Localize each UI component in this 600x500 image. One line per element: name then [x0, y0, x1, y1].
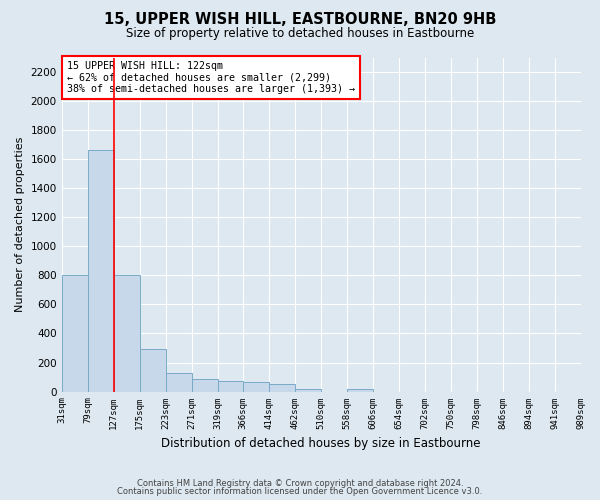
Bar [88, 150, 113, 392]
Bar [295, 388, 321, 392]
Text: Size of property relative to detached houses in Eastbourne: Size of property relative to detached ho… [126, 28, 474, 40]
Text: 15 UPPER WISH HILL: 122sqm
← 62% of detached houses are smaller (2,299)
38% of s: 15 UPPER WISH HILL: 122sqm ← 62% of deta… [67, 61, 355, 94]
Bar [191, 379, 218, 392]
Bar [347, 388, 373, 392]
Text: Contains public sector information licensed under the Open Government Licence v3: Contains public sector information licen… [118, 487, 482, 496]
Bar [140, 350, 166, 392]
Bar [243, 382, 269, 392]
Bar [113, 276, 140, 392]
Text: Contains HM Land Registry data © Crown copyright and database right 2024.: Contains HM Land Registry data © Crown c… [137, 478, 463, 488]
Bar [218, 380, 243, 392]
Bar [62, 276, 88, 392]
Bar [166, 374, 191, 392]
Bar [269, 384, 295, 392]
Text: 15, UPPER WISH HILL, EASTBOURNE, BN20 9HB: 15, UPPER WISH HILL, EASTBOURNE, BN20 9H… [104, 12, 496, 28]
Y-axis label: Number of detached properties: Number of detached properties [15, 137, 25, 312]
X-axis label: Distribution of detached houses by size in Eastbourne: Distribution of detached houses by size … [161, 437, 481, 450]
